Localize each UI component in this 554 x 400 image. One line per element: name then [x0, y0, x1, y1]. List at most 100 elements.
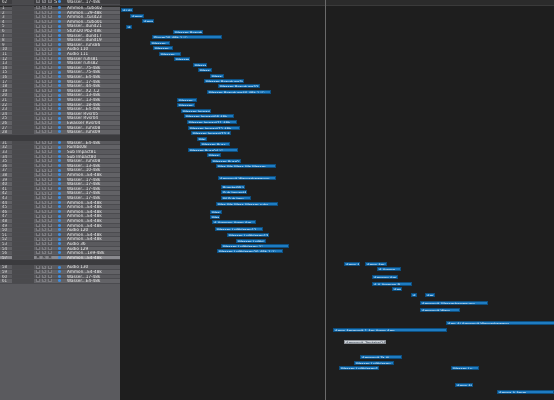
track-row[interactable]: 35 M S R Wasser...ruhs08	[0, 159, 120, 164]
solo-button[interactable]: S	[42, 102, 46, 106]
record-button[interactable]: R	[48, 196, 52, 200]
track-name[interactable]: Wasser...13-48k	[67, 163, 101, 168]
track-row[interactable]: 18 M S R Wasser...44-48k	[0, 84, 120, 89]
record-button[interactable]: R	[48, 182, 52, 186]
mute-button[interactable]: M	[36, 177, 40, 181]
solo-button[interactable]: S	[42, 6, 46, 10]
track-row[interactable]: 1 M S R Ammon...tutio02	[0, 6, 120, 11]
track-name[interactable]: Wasser...17-48k	[67, 0, 101, 4]
track-row[interactable]: 42 M S R Wasser...17-48k	[0, 191, 120, 196]
mute-button[interactable]: M	[36, 38, 40, 42]
record-button[interactable]: R	[48, 251, 52, 255]
track-row[interactable]: 60 M S R Wasser...17-48k	[0, 274, 120, 280]
input-monitor-icon[interactable]	[58, 242, 61, 246]
track-name[interactable]: Ammon...E4-48k	[67, 200, 102, 205]
solo-button[interactable]: S	[42, 145, 46, 149]
track-name[interactable]: Ewasser Rvsr04	[67, 121, 101, 125]
record-button[interactable]: R	[48, 33, 52, 37]
solo-button[interactable]: S	[42, 88, 46, 93]
record-button[interactable]: R	[48, 56, 52, 60]
track-row[interactable]: 25 M S R Wasser Rvsr04	[0, 116, 120, 121]
solo-button[interactable]: S	[42, 130, 46, 134]
mute-button[interactable]: M	[36, 242, 40, 246]
mute-button[interactable]: M	[36, 65, 40, 70]
track-name[interactable]: Ammon...E4-48k	[67, 255, 102, 260]
track-name[interactable]: Wasser...17-48k	[67, 177, 101, 182]
track-name[interactable]: Wasser...E4-48k	[67, 75, 101, 79]
input-monitor-icon[interactable]	[58, 112, 61, 116]
solo-button[interactable]: S	[42, 98, 46, 102]
input-monitor-icon[interactable]	[58, 279, 61, 283]
solo-button[interactable]: S	[42, 19, 46, 24]
mute-button[interactable]: M	[36, 140, 40, 145]
input-monitor-icon[interactable]	[58, 102, 61, 106]
mute-button[interactable]: M	[36, 56, 40, 60]
track-name[interactable]: Sub Impact81	[67, 150, 97, 154]
mute-button[interactable]: M	[36, 232, 40, 237]
input-monitor-icon[interactable]	[58, 219, 61, 223]
record-button[interactable]: R	[48, 79, 52, 83]
track-row[interactable]: 41 M S R Wasser...17-48k	[0, 186, 120, 192]
audio-region[interactable]: Wa	[197, 137, 207, 142]
mute-button[interactable]: M	[36, 205, 40, 209]
record-button[interactable]: R	[48, 209, 52, 214]
track-name[interactable]: Wasser...13-48k	[67, 93, 101, 98]
solo-button[interactable]: S	[42, 61, 46, 65]
audio-region[interactable]: Wasser Luftblasen12-	[339, 366, 379, 371]
track-row[interactable]: 22 M S R Wasser...18-48k	[0, 102, 120, 108]
record-button[interactable]: R	[48, 10, 52, 14]
track-name[interactable]: Wasser...ruhs08	[67, 159, 101, 164]
audio-region[interactable]: Ammonit Ta Ai	[360, 355, 402, 360]
track-row[interactable]: 28 M S R Wasser...ruhs09	[0, 130, 120, 135]
input-monitor-icon[interactable]	[58, 164, 61, 168]
track-row[interactable]: 50 M S R Audio 120	[0, 228, 120, 233]
solo-button[interactable]: S	[42, 186, 46, 191]
solo-button[interactable]: S	[42, 173, 46, 177]
audio-region[interactable]: Ammonit_Tentakel24-48k	[344, 340, 386, 345]
track-name[interactable]: Wasser...17-48k	[67, 186, 101, 191]
solo-button[interactable]: S	[42, 251, 46, 255]
track-row[interactable]: 24 M S R Wasser Rvsr05	[0, 111, 120, 117]
record-button[interactable]: R	[48, 173, 52, 177]
track-name[interactable]: Wasser...75-48k	[67, 70, 101, 75]
record-button[interactable]: R	[48, 237, 52, 241]
playhead-line[interactable]	[325, 0, 326, 400]
audio-region[interactable]: Wasser Impact71-48k	[187, 120, 237, 125]
mute-button[interactable]: M	[36, 145, 40, 149]
audio-region[interactable]: Ammonit_Wasserbewegung	[420, 301, 488, 306]
audio-region[interactable]: Wasser	[153, 46, 173, 51]
mute-button[interactable]: M	[36, 79, 40, 83]
record-button[interactable]: R	[48, 88, 52, 93]
input-monitor-icon[interactable]	[58, 177, 61, 181]
mute-button[interactable]: M	[36, 88, 40, 93]
solo-button[interactable]: S	[42, 10, 46, 14]
track-row[interactable]: 32 M S R Rumbs08	[0, 145, 120, 150]
audio-region[interactable]: Wasser	[150, 41, 170, 46]
record-button[interactable]: R	[48, 121, 52, 125]
mute-button[interactable]: M	[36, 84, 40, 88]
track-name[interactable]: Ammon...E4-48k	[67, 270, 102, 274]
input-monitor-icon[interactable]	[58, 191, 61, 195]
input-monitor-icon[interactable]	[58, 93, 61, 97]
mute-button[interactable]: M	[36, 186, 40, 191]
track-name[interactable]: Wasser...75-48k	[67, 65, 101, 70]
record-button[interactable]: R	[48, 75, 52, 79]
solo-button[interactable]: S	[42, 255, 46, 260]
solo-button[interactable]: S	[42, 125, 46, 129]
track-row[interactable]: 23 M S R Wasser...E4-48k	[0, 107, 120, 112]
mute-button[interactable]: M	[36, 191, 40, 195]
solo-button[interactable]: S	[42, 116, 46, 120]
record-button[interactable]: R	[48, 168, 52, 172]
audio-region[interactable]: Wasser	[174, 57, 190, 62]
mute-button[interactable]: M	[36, 24, 40, 28]
record-button[interactable]: R	[48, 42, 52, 47]
record-button[interactable]: R	[48, 270, 52, 274]
solo-button[interactable]: S	[42, 70, 46, 74]
track-name[interactable]: Wasser...ruhs08	[67, 125, 101, 130]
audio-region[interactable]: Wasser Brandung21	[173, 30, 203, 35]
mute-button[interactable]: M	[36, 200, 40, 204]
track-name[interactable]: Ammon...1e9-48k	[67, 251, 105, 256]
solo-button[interactable]: S	[42, 38, 46, 42]
mute-button[interactable]: M	[36, 228, 40, 232]
track-row[interactable]: 12 M S R Wasser ruhs81	[0, 56, 120, 62]
